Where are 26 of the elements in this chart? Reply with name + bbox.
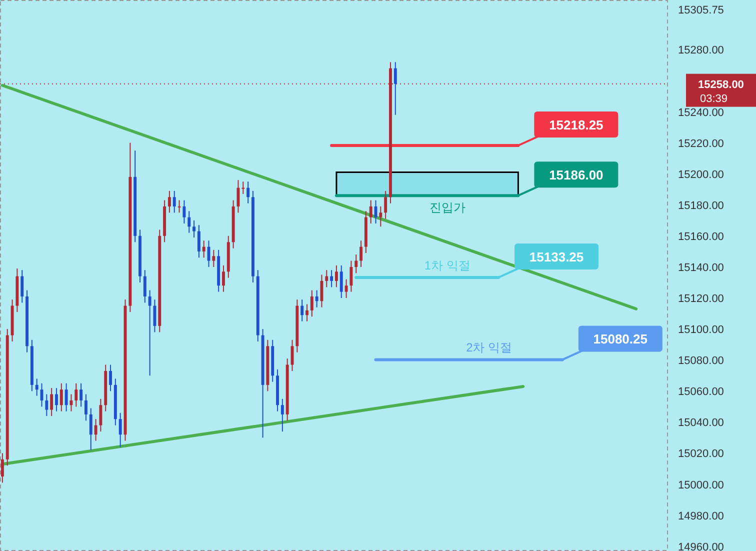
series-label: 진입가: [429, 200, 466, 215]
y-tick-label: 15080.00: [678, 355, 724, 368]
y-tick-label: 15060.00: [678, 386, 724, 398]
y-tick-label: 15305.75: [678, 4, 724, 17]
data-label: 15186.00: [549, 168, 604, 183]
y-tick-label: 15240.00: [678, 106, 724, 119]
data-label: 15133.25: [529, 249, 584, 264]
y-tick-label: 15100.00: [678, 324, 724, 336]
y-tick-label: 15180.00: [678, 200, 724, 212]
y-tick-label: 15020.00: [678, 448, 724, 460]
data-label: 15080.25: [593, 332, 648, 347]
y-tick-label: 15120.00: [678, 293, 724, 306]
series-label: 2차 익절: [466, 340, 512, 355]
text: 03:39: [700, 92, 728, 105]
y-tick-label: 15280.00: [678, 44, 724, 57]
data-label: 15218.25: [549, 118, 604, 133]
y-tick-label: 15160.00: [678, 230, 724, 243]
y-tick-label: 14980.00: [678, 510, 724, 522]
y-tick-label: 15000.00: [678, 479, 724, 492]
series-label: 1차 익절: [424, 258, 470, 272]
y-tick-label: 14960.00: [678, 541, 724, 551]
y-tick-label: 15220.00: [678, 138, 724, 150]
ref-line-label: 15258.00: [698, 78, 744, 91]
y-tick-label: 15040.00: [678, 417, 724, 430]
y-tick-label: 15200.00: [678, 168, 724, 181]
y-tick-label: 15140.00: [678, 262, 724, 274]
